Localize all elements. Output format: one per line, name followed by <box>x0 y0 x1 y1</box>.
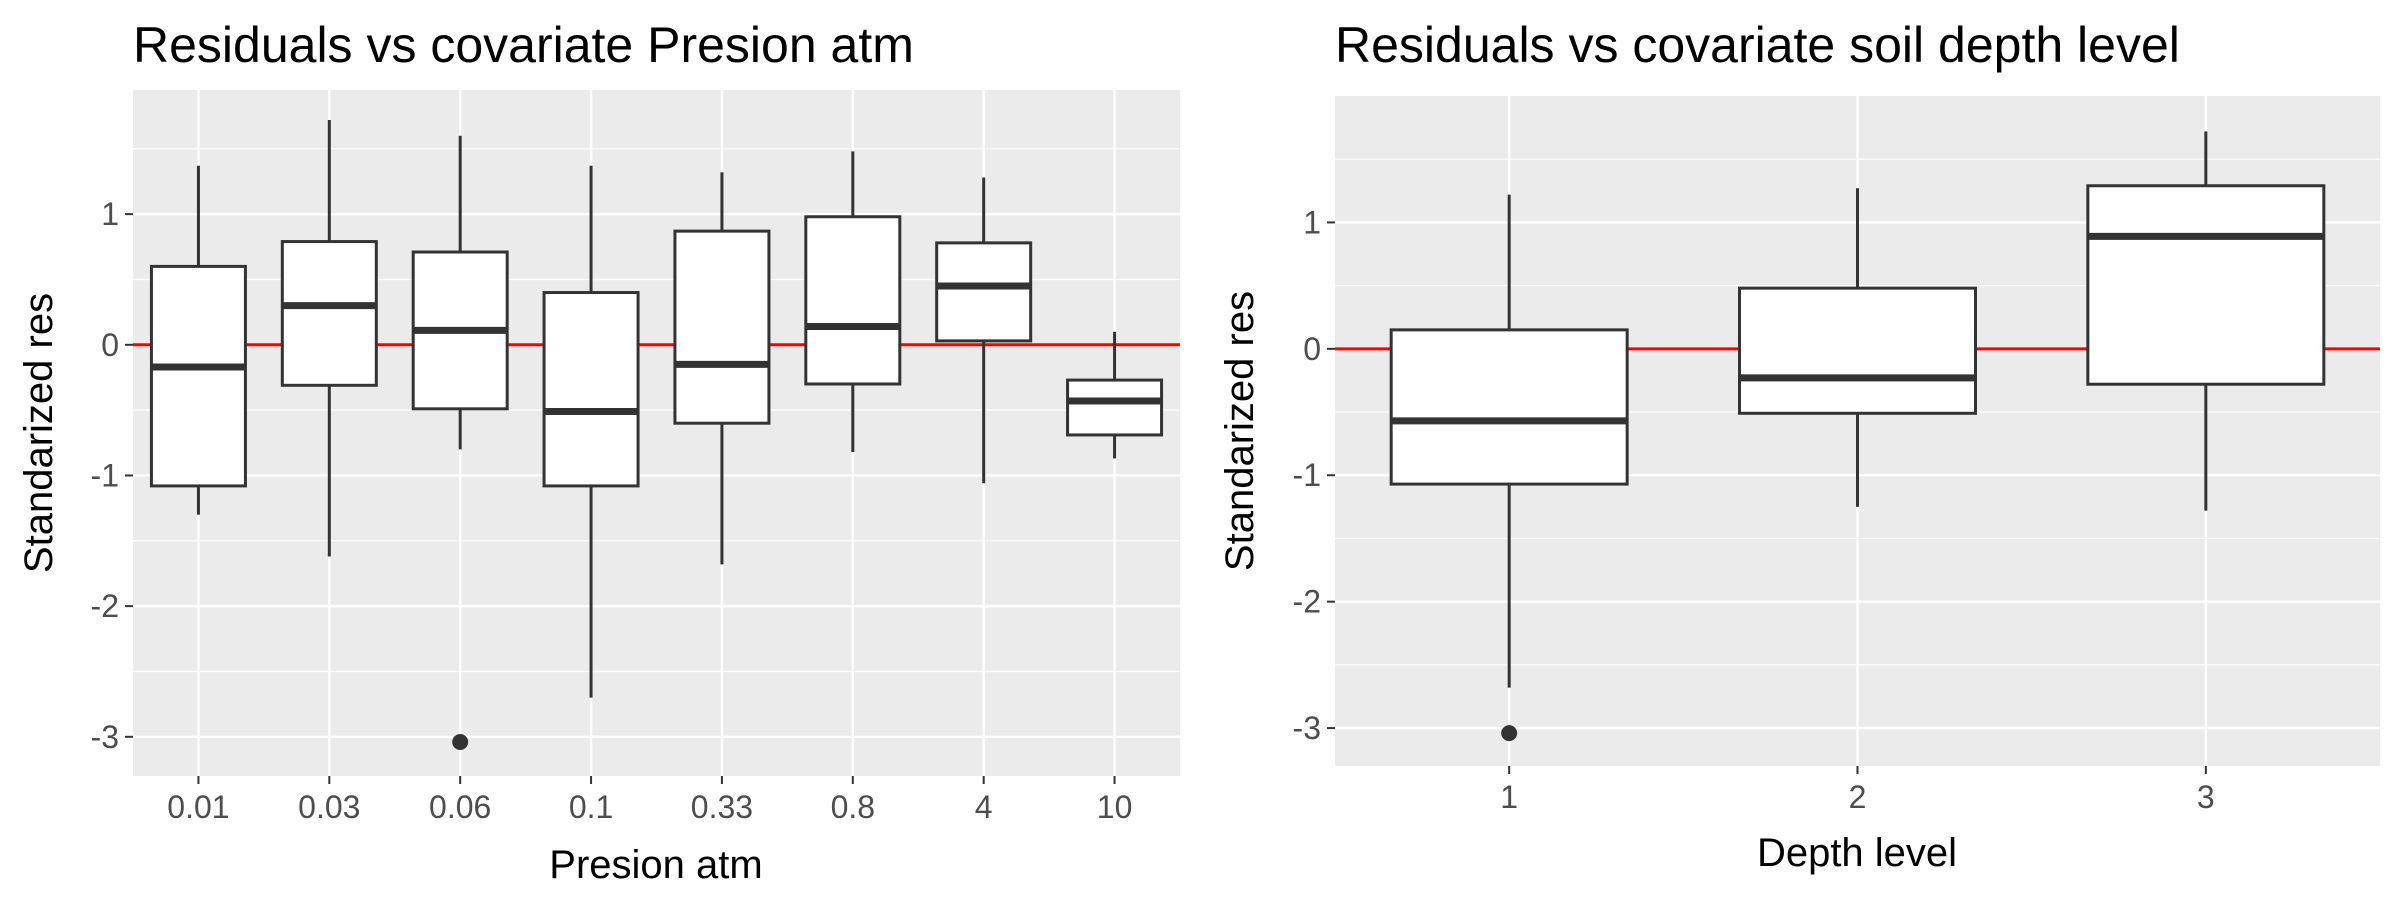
chart-left: Residuals vs covariate Presion atm -3-2-… <box>17 17 1180 887</box>
outlier-point <box>1501 725 1518 742</box>
chart-right-y-axis-title: Standarized res <box>1218 291 1262 571</box>
iqr-box <box>2086 184 2326 386</box>
chart-left-x-axis-title: Presion atm <box>549 843 762 887</box>
left-x-tick-label: 0.03 <box>298 789 360 825</box>
left-y-tick-label: -2 <box>91 588 119 624</box>
right-y-tick-label: -3 <box>1293 710 1321 746</box>
left-box-5 <box>673 172 771 565</box>
right-x-tick-label: 3 <box>2197 779 2215 815</box>
iqr-box <box>280 240 378 387</box>
chart-right-title: Residuals vs covariate soil depth level <box>1335 17 2180 73</box>
iqr-box <box>1738 286 1977 415</box>
chart-left-title: Residuals vs covariate Presion atm <box>133 17 914 73</box>
left-x-tick-label: 0.1 <box>569 789 613 825</box>
right-y-tick-label: 0 <box>1303 331 1321 367</box>
left-y-tick-label: 1 <box>101 196 119 232</box>
chart-left-y-ticks: -3 -2 -1 0 1 <box>91 196 133 755</box>
chart-right: Residuals vs covariate soil depth level … <box>1218 17 2380 875</box>
right-y-tick-label: -1 <box>1293 457 1321 493</box>
left-x-tick-label: 0.33 <box>691 789 753 825</box>
right-x-tick-label: 2 <box>1849 779 1867 815</box>
left-box-8 <box>1066 331 1164 459</box>
chart-right-y-ticks: -3 -2 -1 0 1 <box>1293 204 1335 746</box>
left-y-tick-label: 0 <box>101 327 119 363</box>
left-box-7 <box>935 177 1033 484</box>
iqr-box <box>935 241 1033 343</box>
iqr-box <box>1389 328 1629 486</box>
left-x-tick-label: 4 <box>975 789 993 825</box>
iqr-box <box>804 215 902 386</box>
left-x-tick-label: 0.01 <box>167 789 229 825</box>
chart-left-boxes <box>149 120 1164 751</box>
left-box-4 <box>542 165 640 698</box>
left-x-tick-label: 0.8 <box>831 789 875 825</box>
left-box-2 <box>280 120 378 557</box>
right-y-tick-label: -2 <box>1293 584 1321 620</box>
left-box-3 <box>411 135 509 751</box>
chart-right-x-ticks: 1 2 3 <box>1500 766 2215 815</box>
right-x-tick-label: 1 <box>1500 779 1518 815</box>
chart-left-x-ticks: 0.01 0.03 0.06 0.1 0.33 0.8 4 10 <box>167 776 1132 825</box>
chart-right-boxes <box>1389 131 2326 742</box>
left-box-1 <box>149 165 247 515</box>
chart-left-y-axis-title: Standarized res <box>17 293 61 573</box>
left-x-tick-label: 10 <box>1097 789 1133 825</box>
iqr-box <box>673 229 771 425</box>
iqr-box <box>149 264 247 488</box>
chart-right-x-axis-title: Depth level <box>1757 831 1957 875</box>
left-y-tick-label: -3 <box>91 719 119 755</box>
left-x-tick-label: 0.06 <box>429 789 491 825</box>
right-box-3 <box>2086 131 2326 511</box>
right-y-tick-label: 1 <box>1303 204 1321 240</box>
right-box-1 <box>1389 194 1629 742</box>
chart-left-panel <box>133 90 1180 776</box>
outlier-point <box>452 734 469 751</box>
left-y-tick-label: -1 <box>91 457 119 493</box>
left-box-6 <box>804 151 902 452</box>
right-box-2 <box>1738 188 1977 507</box>
iqr-box <box>542 291 640 488</box>
iqr-box <box>1066 378 1164 437</box>
